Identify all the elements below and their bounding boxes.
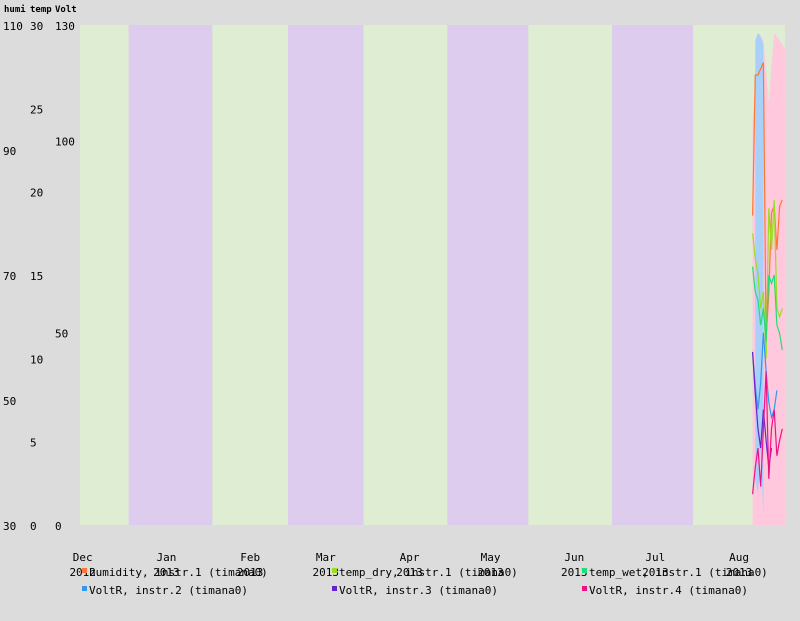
x-tick-month: Apr: [400, 551, 420, 564]
x-tick-month: Dec: [73, 551, 93, 564]
date-band: [528, 25, 613, 525]
x-tick-month: Jan: [156, 551, 176, 564]
temp-tick-label: 25: [30, 103, 43, 116]
date-bands: [80, 25, 785, 525]
legend-label: VoltR, instr.3 (timana0): [339, 584, 498, 597]
legend-swatch: [582, 586, 587, 591]
series-line-1: [751, 199, 783, 359]
date-band: [363, 25, 448, 525]
legend-label: temp_wet, instr.1 (timana0): [589, 566, 768, 579]
temp-tick-label: 5: [30, 437, 37, 450]
legend-swatch: [332, 568, 337, 573]
volt-tick-label: 130: [55, 20, 75, 33]
y-axes: 30 50 70 90 110 0 5 10 15 20 25 30 0 50 100 130: [3, 20, 75, 533]
legend-label: temp_dry, instr.1 (timana0): [339, 566, 518, 579]
range-area-1: [755, 32, 764, 518]
x-tick-month: Mar: [316, 551, 336, 564]
temp-tick-label: 10: [30, 353, 43, 366]
x-axis: Dec2012Jan2013Feb2013Mar2013Apr2013May20…: [69, 551, 752, 579]
humi-tick-label: 110: [3, 20, 23, 33]
series-line-3: [751, 332, 778, 420]
axis-header-volt: Volt: [55, 5, 77, 15]
legend-swatch: [332, 586, 337, 591]
date-band: [80, 25, 129, 525]
volt-tick-label: 100: [55, 135, 75, 148]
x-tick-year: 2013: [153, 566, 180, 579]
x-tick-year: 2013: [237, 566, 264, 579]
x-tick-year: 2013: [396, 566, 423, 579]
humi-tick-label: 70: [3, 270, 16, 283]
series-line-5: [751, 371, 783, 495]
date-band: [212, 25, 288, 525]
x-tick-month: May: [481, 551, 501, 564]
volt-tick-label: 50: [55, 328, 68, 341]
temp-tick-label: 30: [30, 20, 43, 33]
date-band: [447, 25, 529, 525]
x-tick-year: 2013: [477, 566, 504, 579]
date-band: [287, 25, 364, 525]
volt-tick-label: 0: [55, 520, 62, 533]
legend-label: VoltR, instr.2 (timana0): [89, 584, 248, 597]
date-band: [128, 25, 213, 525]
series-lines: [751, 62, 783, 495]
axis-header-temp: temp: [30, 5, 52, 15]
x-tick-month: Feb: [240, 551, 260, 564]
x-tick-month: Aug: [729, 551, 749, 564]
date-band: [612, 25, 694, 525]
legend: humidity, instr.1 (timana0) temp_dry, ins…: [82, 566, 768, 597]
x-tick-year: 2013: [726, 566, 753, 579]
humi-tick-label: 30: [3, 520, 16, 533]
axis-header-humi: humi: [4, 4, 26, 15]
temp-tick-label: 20: [30, 187, 43, 200]
series-line-2: [751, 266, 783, 351]
legend-swatch: [82, 586, 87, 591]
x-tick-month: Jul: [645, 551, 665, 564]
x-tick-month: Jun: [564, 551, 584, 564]
humi-tick-label: 90: [3, 145, 16, 158]
temp-tick-label: 0: [30, 520, 37, 533]
legend-label: VoltR, instr.4 (timana0): [589, 584, 748, 597]
temp-tick-label: 15: [30, 270, 43, 283]
legend-label: humidity, instr.1 (timana0): [89, 566, 268, 579]
x-tick-year: 2013: [642, 566, 669, 579]
legend-swatch: [582, 568, 587, 573]
legend-swatch: [82, 568, 87, 573]
x-tick-year: 2013: [561, 566, 588, 579]
humi-tick-label: 50: [3, 395, 16, 408]
